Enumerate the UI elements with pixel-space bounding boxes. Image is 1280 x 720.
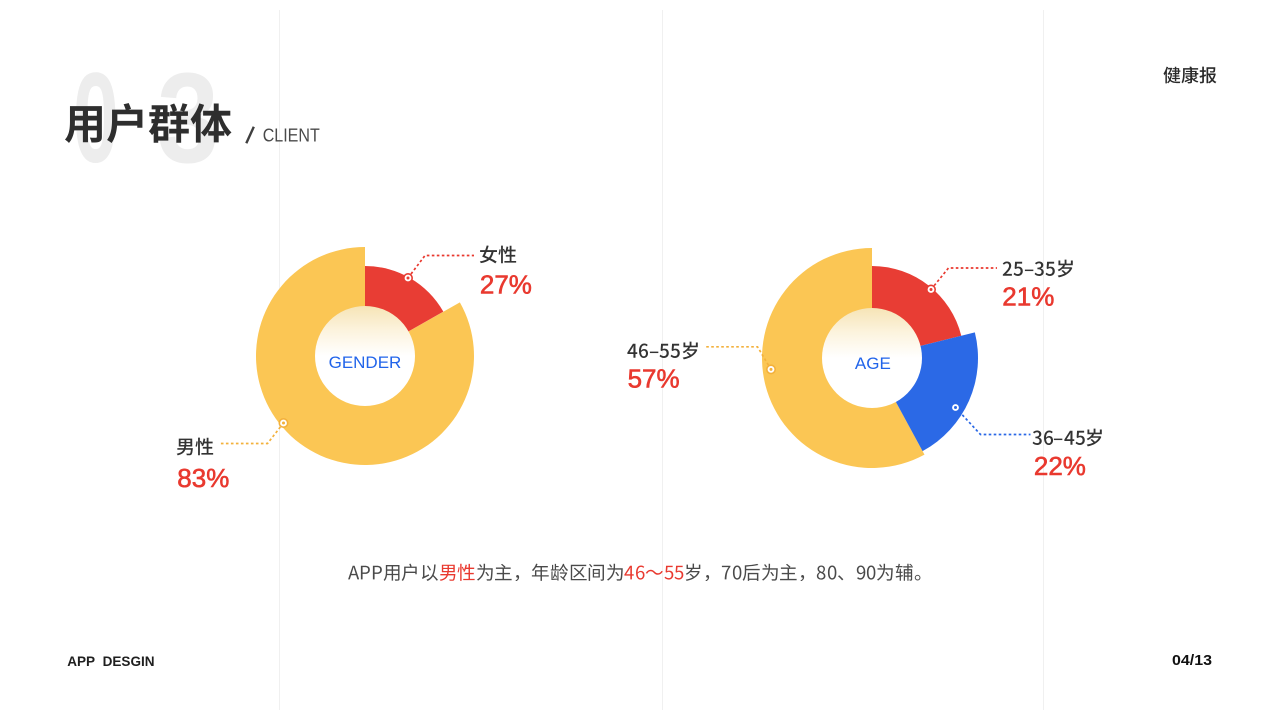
svg-text:22%: 22% (1034, 451, 1086, 481)
svg-text:AGE: AGE (855, 354, 891, 373)
svg-text:GENDER: GENDER (329, 353, 402, 372)
svg-text:21%: 21% (1002, 282, 1054, 312)
svg-text:APP DESGIN: APP DESGIN (67, 653, 154, 669)
svg-text:04/13: 04/13 (1172, 652, 1212, 669)
svg-text:57%: 57% (628, 364, 680, 394)
svg-text:CLIENT: CLIENT (263, 125, 320, 146)
svg-text:83%: 83% (177, 463, 229, 493)
svg-text:27%: 27% (480, 269, 532, 299)
